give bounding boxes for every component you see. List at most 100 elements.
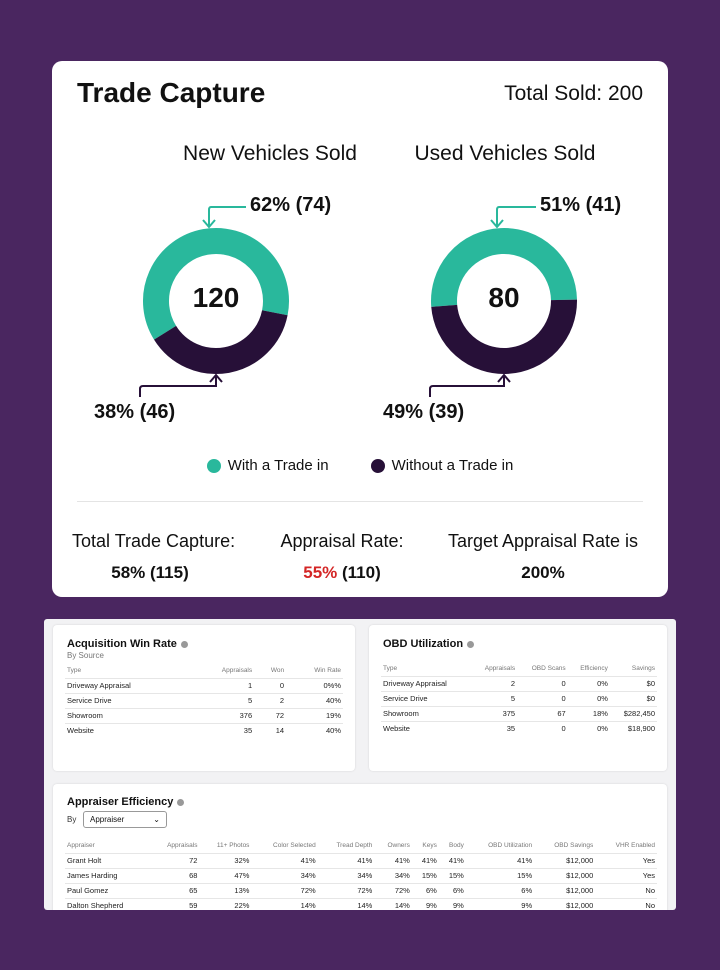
- table-cell: 72: [254, 707, 287, 723]
- column-header: Keys: [422, 842, 437, 850]
- with-trade-arrow: [490, 219, 504, 229]
- table-cell: 35: [190, 722, 255, 738]
- table-cell: 72%: [374, 882, 412, 898]
- appraiser-dropdown[interactable]: Appraiser ⌄: [83, 811, 167, 828]
- info-icon[interactable]: [180, 640, 188, 648]
- table-cell: 9%: [465, 897, 535, 910]
- table-cell: 15%: [465, 867, 535, 883]
- table-cell: 0: [517, 720, 568, 736]
- table-cell: 0: [254, 677, 287, 693]
- table-cell: 72%: [317, 882, 375, 898]
- column-header: Owners: [387, 842, 410, 850]
- table-row: Showroom 375 67 18% $282,450: [381, 705, 657, 721]
- column-header: Color Selected: [273, 842, 316, 850]
- donut-charts: [139, 206, 577, 397]
- table-cell: Driveway Appraisal: [381, 675, 472, 691]
- column-header: Won: [270, 667, 285, 675]
- column-header: Savings: [631, 665, 655, 673]
- obd-table: Type Appraisals OBD Scans Efficiency Savings…: [381, 662, 657, 736]
- table-cell: $12,000: [534, 867, 596, 883]
- by-label: By: [67, 815, 77, 824]
- without-trade-arrow: [209, 373, 223, 383]
- info-icon[interactable]: [177, 798, 185, 806]
- table-cell: 18%: [567, 705, 610, 721]
- with-trade-slice: [143, 228, 289, 340]
- table-cell: $12,000: [534, 882, 596, 898]
- table-cell: 6%: [465, 882, 535, 898]
- table-row: Paul Gomez 65 13% 72% 72% 72% 6% 6% 6% $12,000 No: [65, 882, 657, 898]
- legend-without-trade: Without a Trade in: [370, 457, 514, 474]
- total-trade-capture-value: 58% (115): [111, 563, 189, 582]
- column-header: Type: [383, 665, 398, 673]
- table-cell: James Harding: [65, 867, 151, 883]
- without-trade-slice: [154, 309, 288, 374]
- column-header: Appraisals: [484, 665, 516, 673]
- table-row: Driveway Appraisal 1 0 0%%: [65, 677, 343, 693]
- table-cell: 14: [254, 722, 287, 738]
- table-cell: 13%: [199, 882, 252, 898]
- table-cell: $0: [609, 690, 657, 706]
- table-cell: $12,000: [534, 852, 596, 868]
- table-cell: 0: [517, 690, 568, 706]
- table-row: Showroom 376 72 19%: [65, 707, 343, 723]
- table-cell: Website: [65, 722, 191, 738]
- table-cell: 40%: [286, 692, 343, 708]
- table-cell: No: [595, 897, 657, 910]
- table-cell: $12,000: [534, 897, 596, 910]
- table-cell: $282,450: [609, 705, 657, 721]
- table-cell: 0%: [567, 720, 610, 736]
- column-header: Appraisals: [167, 842, 198, 850]
- table-cell: 47%: [199, 867, 252, 883]
- table-cell: 0: [517, 675, 568, 691]
- info-icon[interactable]: [467, 640, 475, 648]
- used-vehicles-title: Used Vehicles Sold: [414, 142, 596, 165]
- used-without-trade-label: 49% (39): [383, 401, 465, 423]
- total-sold: Total Sold: 200: [504, 82, 643, 105]
- table-cell: 34%: [317, 867, 375, 883]
- table-cell: 14%: [317, 897, 375, 910]
- column-header: Win Rate: [314, 667, 341, 675]
- with-trade-callout: [208, 206, 246, 226]
- table-cell: Paul Gomez: [65, 882, 151, 898]
- table-cell: Yes: [595, 852, 657, 868]
- new-with-trade-label: 62% (74): [250, 194, 332, 216]
- table-cell: No: [595, 882, 657, 898]
- divider: [77, 501, 643, 502]
- table-cell: 67: [517, 705, 568, 721]
- table-cell: 40%: [286, 722, 343, 738]
- table-row: James Harding 68 47% 34% 34% 34% 15% 15% 15% $12,…: [65, 867, 657, 883]
- table-cell: 72: [150, 852, 200, 868]
- table-cell: 59: [150, 897, 200, 910]
- total-trade-capture-label: Total Trade Capture:: [72, 531, 236, 551]
- table-cell: 65: [150, 882, 200, 898]
- table-row: Dalton Shepherd 59 22% 14% 14% 14% 9% 9% 9% $12,0…: [65, 897, 657, 910]
- appraisal-rate-label: Appraisal Rate:: [280, 531, 404, 551]
- trade-capture-card: Trade Capture Total Sold: 200 New Vehicl…: [52, 61, 668, 597]
- table-row: Driveway Appraisal 2 0 0% $0: [381, 675, 657, 691]
- table-cell: 6%: [438, 882, 466, 898]
- new-vehicles-total: 120: [192, 282, 240, 313]
- table-cell: 14%: [374, 897, 412, 910]
- table-cell: 9%: [411, 897, 439, 910]
- legend-without-trade-label: Without a Trade in: [391, 457, 514, 474]
- acquisition-table: Type Appraisals Won Win Rate Driveway Appra…: [65, 664, 343, 738]
- table-cell: Service Drive: [65, 692, 191, 708]
- obd-title: OBD Utilization: [383, 638, 475, 650]
- table-cell: 5: [471, 690, 518, 706]
- acquisition-subtitle: By Source: [67, 651, 104, 660]
- table-cell: 41%: [465, 852, 535, 868]
- table-cell: 2: [471, 675, 518, 691]
- acquisition-title-text: Acquisition Win Rate: [67, 638, 177, 650]
- appraisal-rate-pct: 55%: [303, 563, 338, 582]
- table-cell: Grant Holt: [65, 852, 151, 868]
- table-cell: 35: [471, 720, 518, 736]
- table-cell: 9%: [438, 897, 466, 910]
- dark-purple-dot-icon: [370, 458, 385, 473]
- table-cell: 68: [150, 867, 200, 883]
- table-cell: 19%: [286, 707, 343, 723]
- acquisition-title: Acquisition Win Rate: [67, 638, 188, 650]
- efficiency-title: Appraiser Efficiency: [67, 796, 185, 808]
- chart-legend: With a Trade in Without a Trade in: [52, 457, 668, 474]
- table-cell: 32%: [199, 852, 252, 868]
- total-trade-capture-stat: Total Trade Capture: 58% (115): [72, 531, 236, 583]
